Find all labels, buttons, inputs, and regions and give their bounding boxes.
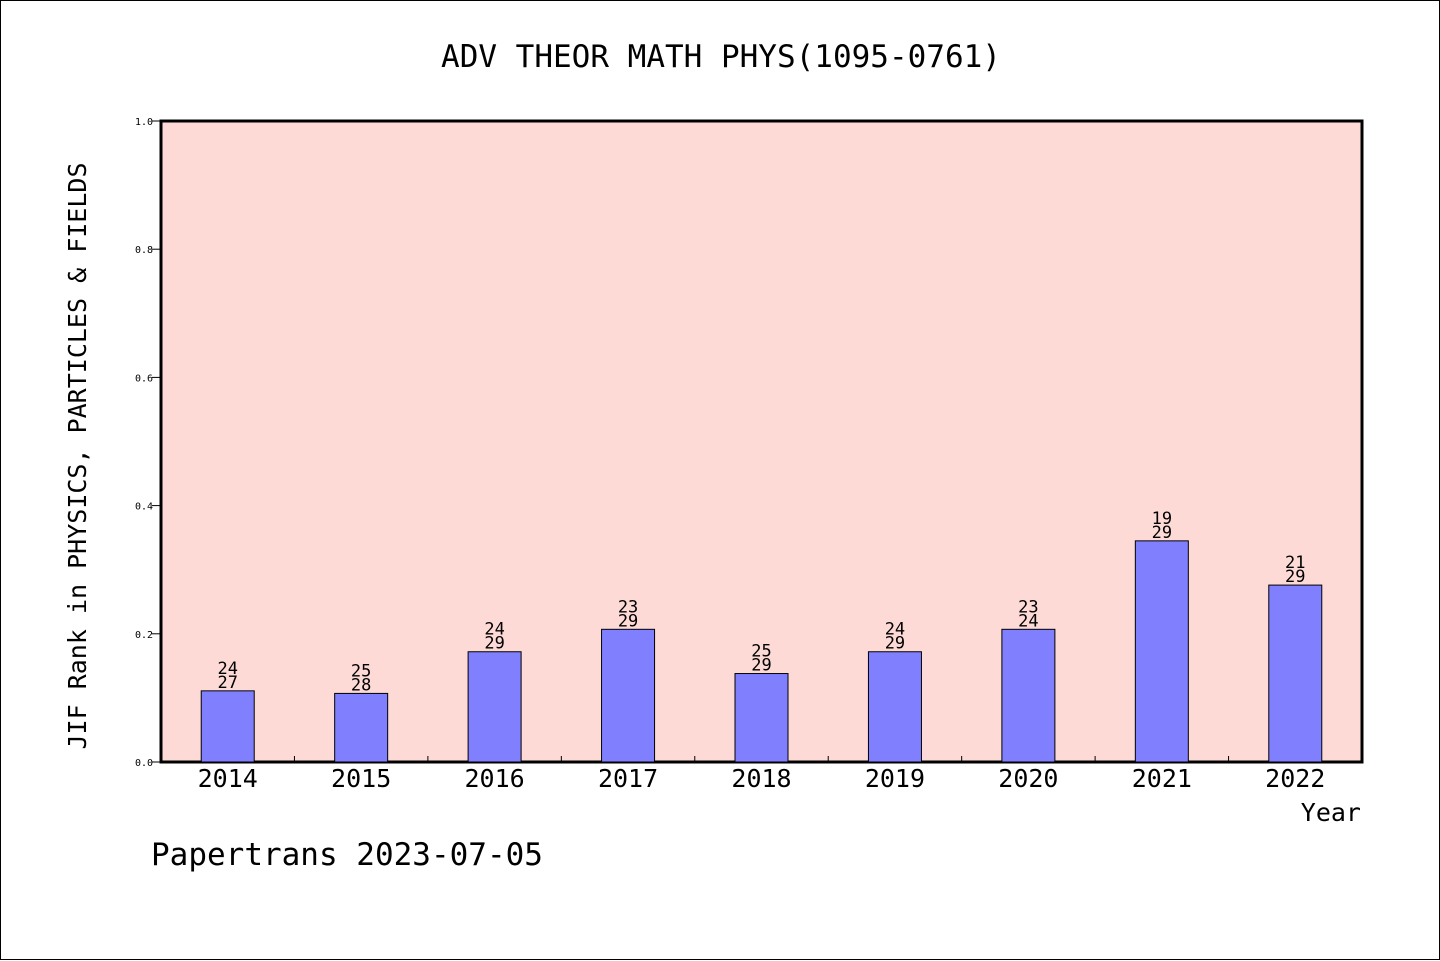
y-tick-label: 0.4 [135, 502, 153, 513]
data-label-rank: 23 [1018, 597, 1038, 617]
data-label-total: 29 [751, 656, 771, 676]
y-tick-label: 0.0 [135, 758, 153, 769]
bar-2014 [200, 690, 255, 763]
bar-2017 [601, 628, 656, 763]
bar-2019 [867, 651, 922, 763]
data-label-rank: 24 [484, 620, 504, 640]
footer-text: Papertrans 2023-07-05 [151, 837, 543, 873]
data-label-rank: 24 [217, 659, 237, 679]
x-tick-label: 2015 [331, 764, 391, 793]
y-tick-label: 0.8 [135, 245, 153, 256]
x-tick-label: 2019 [865, 764, 925, 793]
bar-2016 [467, 651, 522, 763]
y-tick-label: 1.0 [135, 117, 153, 128]
x-tick-label: 2020 [998, 764, 1058, 793]
y-tick-label: 0.6 [135, 373, 153, 384]
data-label-rank: 19 [1152, 509, 1172, 529]
data-label-rank: 24 [885, 620, 905, 640]
data-label-total: 28 [351, 675, 371, 695]
bar-2018 [734, 673, 789, 763]
data-label-rank: 23 [618, 597, 638, 617]
bar-2022 [1268, 584, 1323, 763]
bar-2015 [334, 692, 389, 763]
x-tick-label: 2022 [1265, 764, 1325, 793]
x-tick-label: 2021 [1132, 764, 1192, 793]
x-tick-label: 2017 [598, 764, 658, 793]
data-label-rank: 25 [751, 642, 771, 662]
x-tick-label: 2016 [465, 764, 525, 793]
x-tick-label: 2018 [731, 764, 791, 793]
data-label-rank: 25 [351, 661, 371, 681]
data-label-total: 29 [484, 634, 504, 654]
x-axis-label: Year [1301, 798, 1361, 827]
data-label-total: 27 [217, 673, 237, 693]
data-label-rank: 21 [1285, 553, 1305, 573]
y-axis-label: JIF Rank in PHYSICS, PARTICLES & FIELDS [63, 163, 92, 750]
data-label-total: 24 [1018, 611, 1038, 631]
data-label-total: 29 [618, 611, 638, 631]
bar-2020 [1001, 628, 1056, 763]
bar-2021 [1134, 540, 1189, 763]
x-tick-label: 2014 [198, 764, 258, 793]
data-label-total: 29 [1152, 523, 1172, 543]
data-label-total: 29 [885, 634, 905, 654]
x-axis: 2014 2015 2016 2017 2018 2019 2020 2021 2022 [198, 756, 1325, 793]
y-tick-label: 0.2 [135, 630, 153, 641]
y-axis: 0.0 0.2 0.4 0.6 0.8 1.0 [135, 117, 161, 769]
bars [200, 540, 1323, 763]
chart-title: ADV THEOR MATH PHYS(1095-0761) [441, 39, 1001, 75]
data-label-total: 29 [1285, 567, 1305, 587]
